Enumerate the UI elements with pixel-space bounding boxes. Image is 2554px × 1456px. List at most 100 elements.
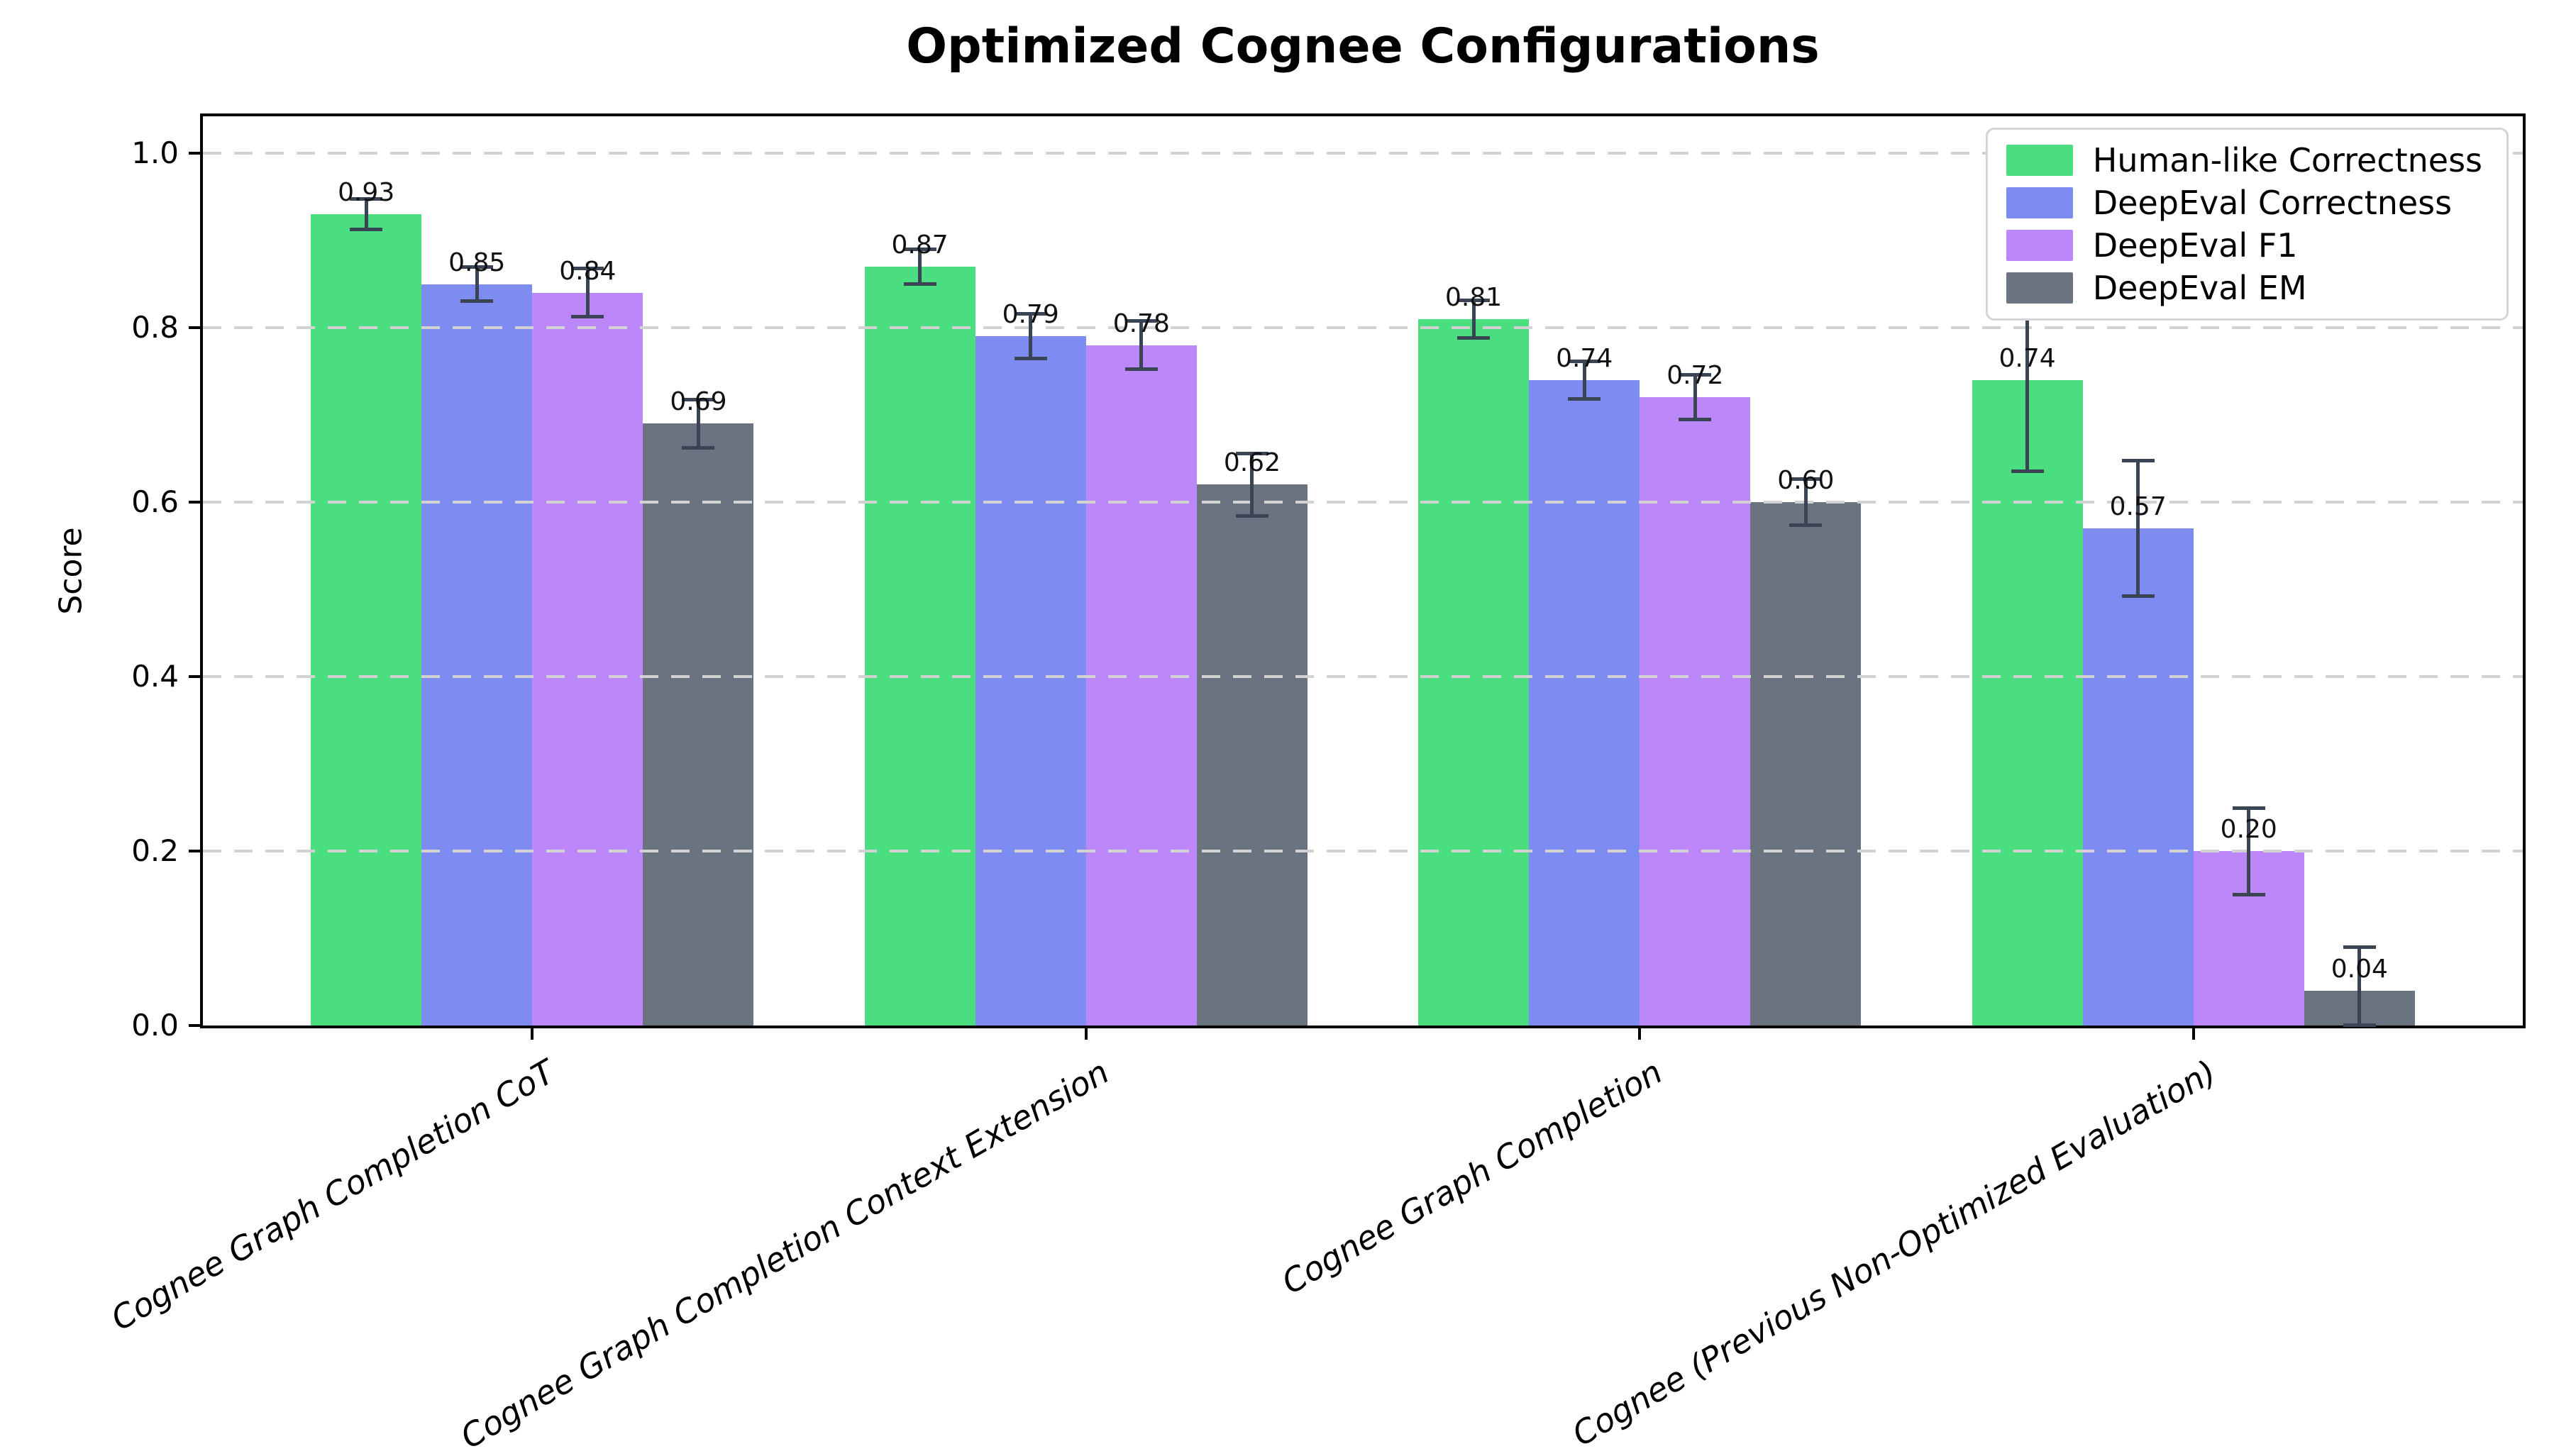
error-bar-cap-top [1014,312,1047,316]
error-bar-line [1582,360,1586,399]
x-tick-mark [2191,1028,2195,1040]
x-tick-label: Cognee Graph Completion [1275,1052,1669,1302]
error-bar-cap-bottom [1789,523,1823,528]
error-bar-cap-top [2232,806,2265,810]
legend-item: DeepEval Correctness [2006,184,2482,222]
error-bar-line [1803,478,1808,526]
error-bar-line [2247,807,2251,895]
error-bar-cap-top [1124,319,1158,323]
error-bar-cap-bottom [571,315,604,319]
error-bar-line [1139,321,1144,370]
legend-label: Human-like Correctness [2092,141,2482,179]
error-bar-cap-bottom [2232,892,2265,896]
bar [1418,318,1530,1026]
bar-value-label: 0.57 [2109,491,2167,521]
bar-value-label: 0.78 [1112,309,1170,338]
error-bar-cap-bottom [1679,418,1712,422]
y-tick-mark [189,152,200,155]
bar [643,423,754,1026]
error-bar-line [2025,288,2030,472]
gridline [203,501,2523,504]
error-bar-line [696,399,700,448]
legend-swatch [2006,230,2073,261]
bar-value-label: 0.72 [1666,361,1724,391]
y-tick-mark [189,675,200,678]
legend-item: Human-like Correctness [2006,141,2482,179]
bar-value-label: 0.04 [2331,954,2388,984]
y-tick-mark [189,326,200,329]
error-bar-cap-bottom [2011,469,2044,473]
bar [1640,397,1751,1026]
error-bar-line [1029,313,1033,360]
error-bar-line [1471,299,1476,338]
bar [1750,502,1862,1026]
bar [2082,528,2194,1026]
x-tick-label: Cognee Graph Completion Context Extensio… [453,1052,1115,1456]
error-bar-cap-top [1235,452,1268,456]
bar [311,214,422,1026]
gridline [203,850,2523,852]
error-bar-cap-top [1457,298,1491,302]
legend-label: DeepEval F1 [2092,226,2298,265]
legend-swatch [2006,145,2073,176]
error-bar-cap-bottom [1235,513,1268,518]
error-bar-line [918,249,922,284]
bar [421,284,533,1026]
bar-value-label: 0.20 [2220,815,2277,844]
y-tick-mark [189,850,200,852]
error-bar-cap-bottom [682,445,715,450]
error-bar-cap-bottom [903,282,936,286]
error-bar-cap-bottom [460,299,494,304]
bar-value-label: 0.74 [1999,343,2056,373]
error-bar-cap-top [2343,945,2376,950]
error-bar-cap-bottom [350,228,383,232]
gridline [203,675,2523,678]
error-bar-cap-top [903,248,936,252]
legend-item: DeepEval F1 [2006,226,2482,265]
legend-item: DeepEval EM [2006,269,2482,307]
error-bar-cap-bottom [2343,1023,2376,1027]
bar-value-label: 0.74 [1556,343,1613,373]
error-bar-cap-top [350,196,383,201]
x-tick-mark [1084,1028,1088,1040]
gridline [203,326,2523,329]
legend-swatch [2006,272,2073,304]
bar-value-label: 0.81 [1445,282,1503,312]
error-bar-line [585,268,590,318]
x-tick-label: Cognee (Previous Non-Optimized Evaluatio… [1566,1052,2223,1454]
chart-layer: 0.93 0.87 0.81 0.74 0.85 0.79 0.74 0.57 0.84 0.78… [105,135,2523,1456]
y-tick-label: 1.0 [131,135,179,170]
bar [1529,379,1640,1026]
legend-label: DeepEval EM [2092,269,2307,307]
bar [864,266,975,1026]
bar-value-label: 0.69 [670,387,727,417]
x-tick-mark [1638,1028,1642,1040]
bar-value-label: 0.60 [1777,466,1835,495]
chart-title: Optimized Cognee Configurations [906,18,1820,74]
bar [532,292,643,1026]
gridline [203,152,2523,155]
figure: Optimized Cognee Configurations Score 0.… [53,18,2526,1456]
error-bar-cap-bottom [1568,396,1601,401]
error-bar-cap-bottom [2121,594,2155,598]
error-bar-cap-top [1568,359,1601,363]
legend-swatch [2006,187,2073,218]
y-tick-label: 0.0 [131,1008,179,1043]
bar-value-label: 0.62 [1223,448,1281,478]
bar-value-label: 0.87 [891,230,949,260]
error-bar-cap-top [1789,477,1823,481]
error-bar-cap-top [460,265,494,269]
legend: Human-like Correctness DeepEval Correctne… [1985,128,2509,321]
y-tick-label: 0.8 [131,310,179,345]
error-bar-line [2136,460,2140,596]
error-bar-cap-bottom [1014,357,1047,361]
error-bar-line [1250,453,1254,516]
x-tick-label: Cognee Graph Completion CoT [104,1052,562,1338]
y-tick-label: 0.2 [131,833,179,868]
bar [1196,484,1308,1026]
error-bar-cap-top [2121,458,2155,462]
error-bar-line [364,198,368,230]
legend-label: DeepEval Correctness [2092,184,2453,222]
bar-value-label: 0.84 [559,256,617,286]
x-tick-mark [531,1028,534,1040]
